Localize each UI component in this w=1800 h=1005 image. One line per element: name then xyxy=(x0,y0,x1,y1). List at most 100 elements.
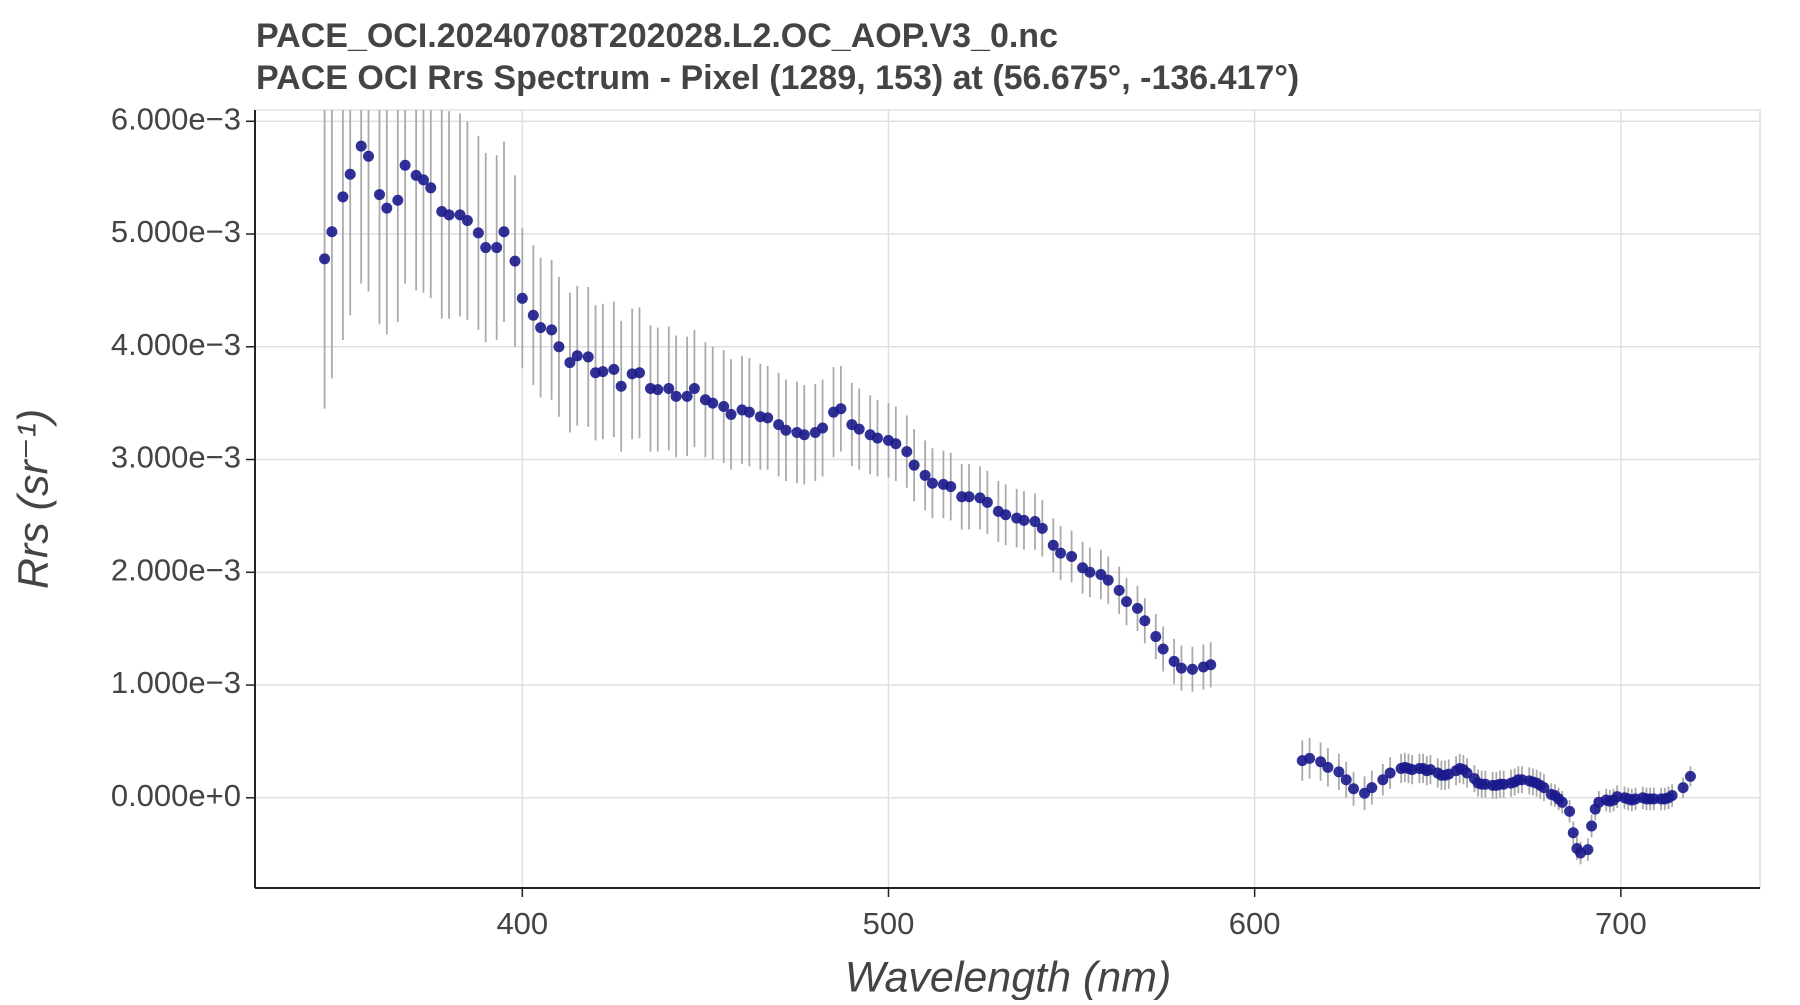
data-point xyxy=(835,403,847,415)
data-point xyxy=(1366,782,1378,794)
data-point xyxy=(1538,782,1550,794)
data-point xyxy=(1684,770,1696,782)
data-point xyxy=(535,322,547,334)
data-point xyxy=(1556,796,1568,808)
data-point xyxy=(1384,767,1396,779)
data-point xyxy=(1304,752,1316,764)
data-point xyxy=(1000,509,1012,521)
data-point xyxy=(1186,663,1198,675)
data-point xyxy=(1036,522,1048,534)
data-point xyxy=(472,227,484,239)
data-point xyxy=(509,255,521,267)
data-point xyxy=(1150,631,1162,643)
data-point xyxy=(553,341,565,353)
data-point xyxy=(780,424,792,436)
data-point xyxy=(1121,596,1133,608)
data-point xyxy=(688,383,700,395)
data-point xyxy=(663,383,675,395)
data-point xyxy=(1018,514,1030,526)
chart-subtitle: PACE OCI Rrs Spectrum - Pixel (1289, 153… xyxy=(256,59,1299,97)
y-tick-label: 0.000e+0 xyxy=(111,778,241,813)
data-point xyxy=(326,226,338,238)
data-point xyxy=(1340,774,1352,786)
data-point xyxy=(1586,820,1598,832)
data-point xyxy=(890,438,902,450)
data-point xyxy=(363,150,375,162)
data-point xyxy=(546,324,558,336)
data-point xyxy=(443,209,455,221)
y-tick-label: 5.000e−3 xyxy=(111,214,241,249)
data-point xyxy=(926,477,938,489)
y-tick-label: 3.000e−3 xyxy=(111,440,241,475)
data-point xyxy=(516,292,528,304)
chart-title: PACE_OCI.20240708T202028.L2.OC_AOP.V3_0.… xyxy=(256,17,1058,55)
data-point xyxy=(872,432,884,444)
y-tick-label: 4.000e−3 xyxy=(111,327,241,362)
data-point xyxy=(1157,643,1169,655)
plot-area xyxy=(319,110,1696,865)
data-point xyxy=(945,481,957,493)
data-point xyxy=(1677,782,1689,794)
data-point xyxy=(1666,790,1678,802)
data-point xyxy=(337,191,349,203)
data-point xyxy=(762,412,774,424)
data-point xyxy=(1333,766,1345,778)
data-point xyxy=(1139,615,1151,627)
data-point xyxy=(399,159,411,171)
data-point xyxy=(652,384,664,396)
data-point xyxy=(374,189,386,201)
data-point xyxy=(1029,516,1041,528)
plot-frame xyxy=(254,109,1761,889)
data-point xyxy=(498,226,510,238)
data-point xyxy=(1564,805,1576,817)
data-point xyxy=(1131,602,1143,614)
data-point xyxy=(1582,844,1594,856)
data-point xyxy=(853,423,865,435)
data-point xyxy=(963,491,975,503)
y-axis-label: Rrs (sr⁻¹) xyxy=(9,409,57,589)
data-point xyxy=(901,446,913,458)
data-point xyxy=(908,459,920,471)
data-point xyxy=(582,351,594,363)
data-point xyxy=(1102,574,1114,586)
data-point xyxy=(1377,774,1389,786)
data-point xyxy=(1047,539,1059,551)
data-point xyxy=(615,380,627,392)
data-point xyxy=(1205,659,1217,671)
data-point xyxy=(392,194,404,206)
x-tick-label: 400 xyxy=(496,906,548,941)
data-point xyxy=(480,242,492,254)
data-point xyxy=(564,357,576,369)
data-point xyxy=(681,390,693,402)
data-point xyxy=(1168,655,1180,667)
data-point xyxy=(1175,662,1187,674)
data-point xyxy=(344,168,356,180)
data-point xyxy=(981,496,993,508)
data-point xyxy=(1322,761,1334,773)
data-point xyxy=(381,202,393,214)
data-point xyxy=(527,309,539,321)
x-tick-label: 500 xyxy=(863,906,915,941)
x-tick-label: 600 xyxy=(1229,906,1281,941)
data-point xyxy=(718,401,730,413)
data-point xyxy=(1066,551,1078,563)
data-point xyxy=(608,363,620,375)
data-point xyxy=(1055,547,1067,559)
y-tick-label: 2.000e−3 xyxy=(111,552,241,587)
data-point xyxy=(633,367,645,379)
y-tick-label: 1.000e−3 xyxy=(111,665,241,700)
data-point xyxy=(1084,566,1096,578)
data-point xyxy=(425,182,437,194)
x-tick-label: 700 xyxy=(1595,906,1647,941)
data-point xyxy=(417,174,429,186)
data-point xyxy=(725,408,737,420)
data-point xyxy=(355,140,367,152)
data-point xyxy=(817,422,829,434)
x-axis-label: Wavelength (nm) xyxy=(845,953,1172,1000)
y-tick-label: 6.000e−3 xyxy=(111,101,241,136)
data-point xyxy=(670,390,682,402)
data-point xyxy=(798,429,810,441)
data-point xyxy=(919,469,931,481)
data-point xyxy=(491,242,503,254)
